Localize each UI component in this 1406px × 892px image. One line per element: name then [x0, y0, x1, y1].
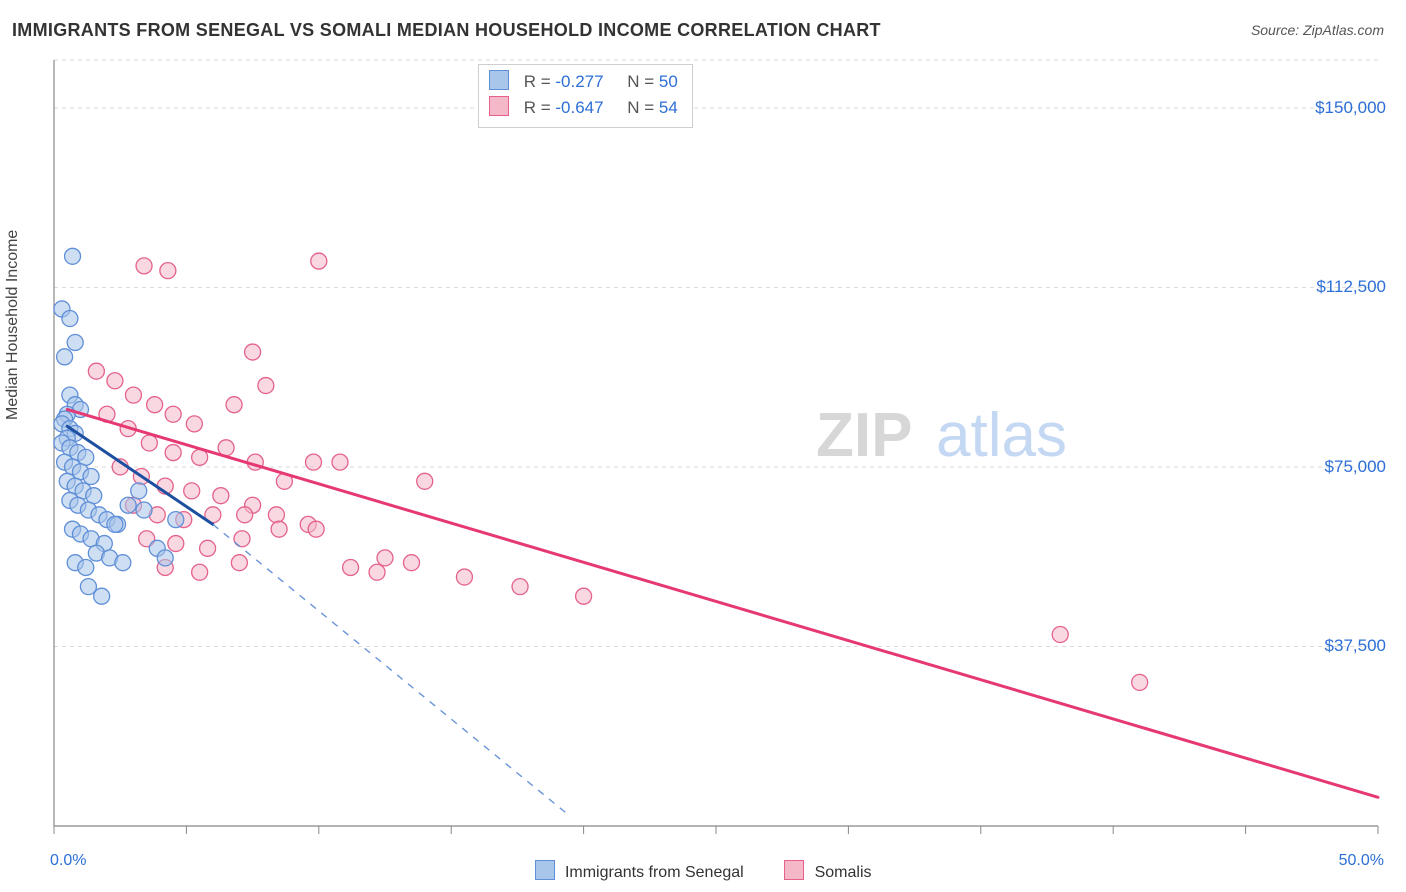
y-axis-label: Median Household Income	[4, 230, 22, 420]
legend-label-series1: Immigrants from Senegal	[565, 864, 744, 881]
y-tick-label: $37,500	[1325, 636, 1386, 656]
legend-bottom: Immigrants from Senegal Somalis	[0, 860, 1406, 882]
watermark-zip: ZIP	[816, 401, 912, 470]
stats-row-series1: R = -0.277 N = 50	[489, 69, 678, 95]
y-tick-label: $150,000	[1315, 98, 1386, 118]
series2-n-value: 54	[659, 98, 678, 117]
legend-item-series1: Immigrants from Senegal	[535, 860, 744, 882]
swatch-series1	[489, 70, 509, 90]
stats-legend-box: R = -0.277 N = 50 R = -0.647 N = 54	[478, 64, 693, 128]
series1-n-value: 50	[659, 72, 678, 91]
n-label: N =	[627, 98, 659, 117]
correlation-chart: ZIP atlas	[46, 56, 1386, 846]
legend-item-series2: Somalis	[784, 860, 871, 882]
y-tick-label: $75,000	[1325, 457, 1386, 477]
r-label: R =	[524, 98, 556, 117]
legend-swatch-series1	[535, 860, 555, 880]
legend-label-series2: Somalis	[815, 864, 872, 881]
swatch-series2	[489, 96, 509, 116]
y-tick-label: $112,500	[1316, 277, 1386, 297]
n-label: N =	[627, 72, 659, 91]
r-label: R =	[524, 72, 556, 91]
series2-r-value: -0.647	[555, 98, 603, 117]
legend-swatch-series2	[784, 860, 804, 880]
chart-title: IMMIGRANTS FROM SENEGAL VS SOMALI MEDIAN…	[12, 20, 881, 41]
series1-r-value: -0.277	[555, 72, 603, 91]
watermark-atlas: atlas	[936, 401, 1067, 470]
source-label: Source: ZipAtlas.com	[1251, 22, 1384, 38]
stats-row-series2: R = -0.647 N = 54	[489, 95, 678, 121]
